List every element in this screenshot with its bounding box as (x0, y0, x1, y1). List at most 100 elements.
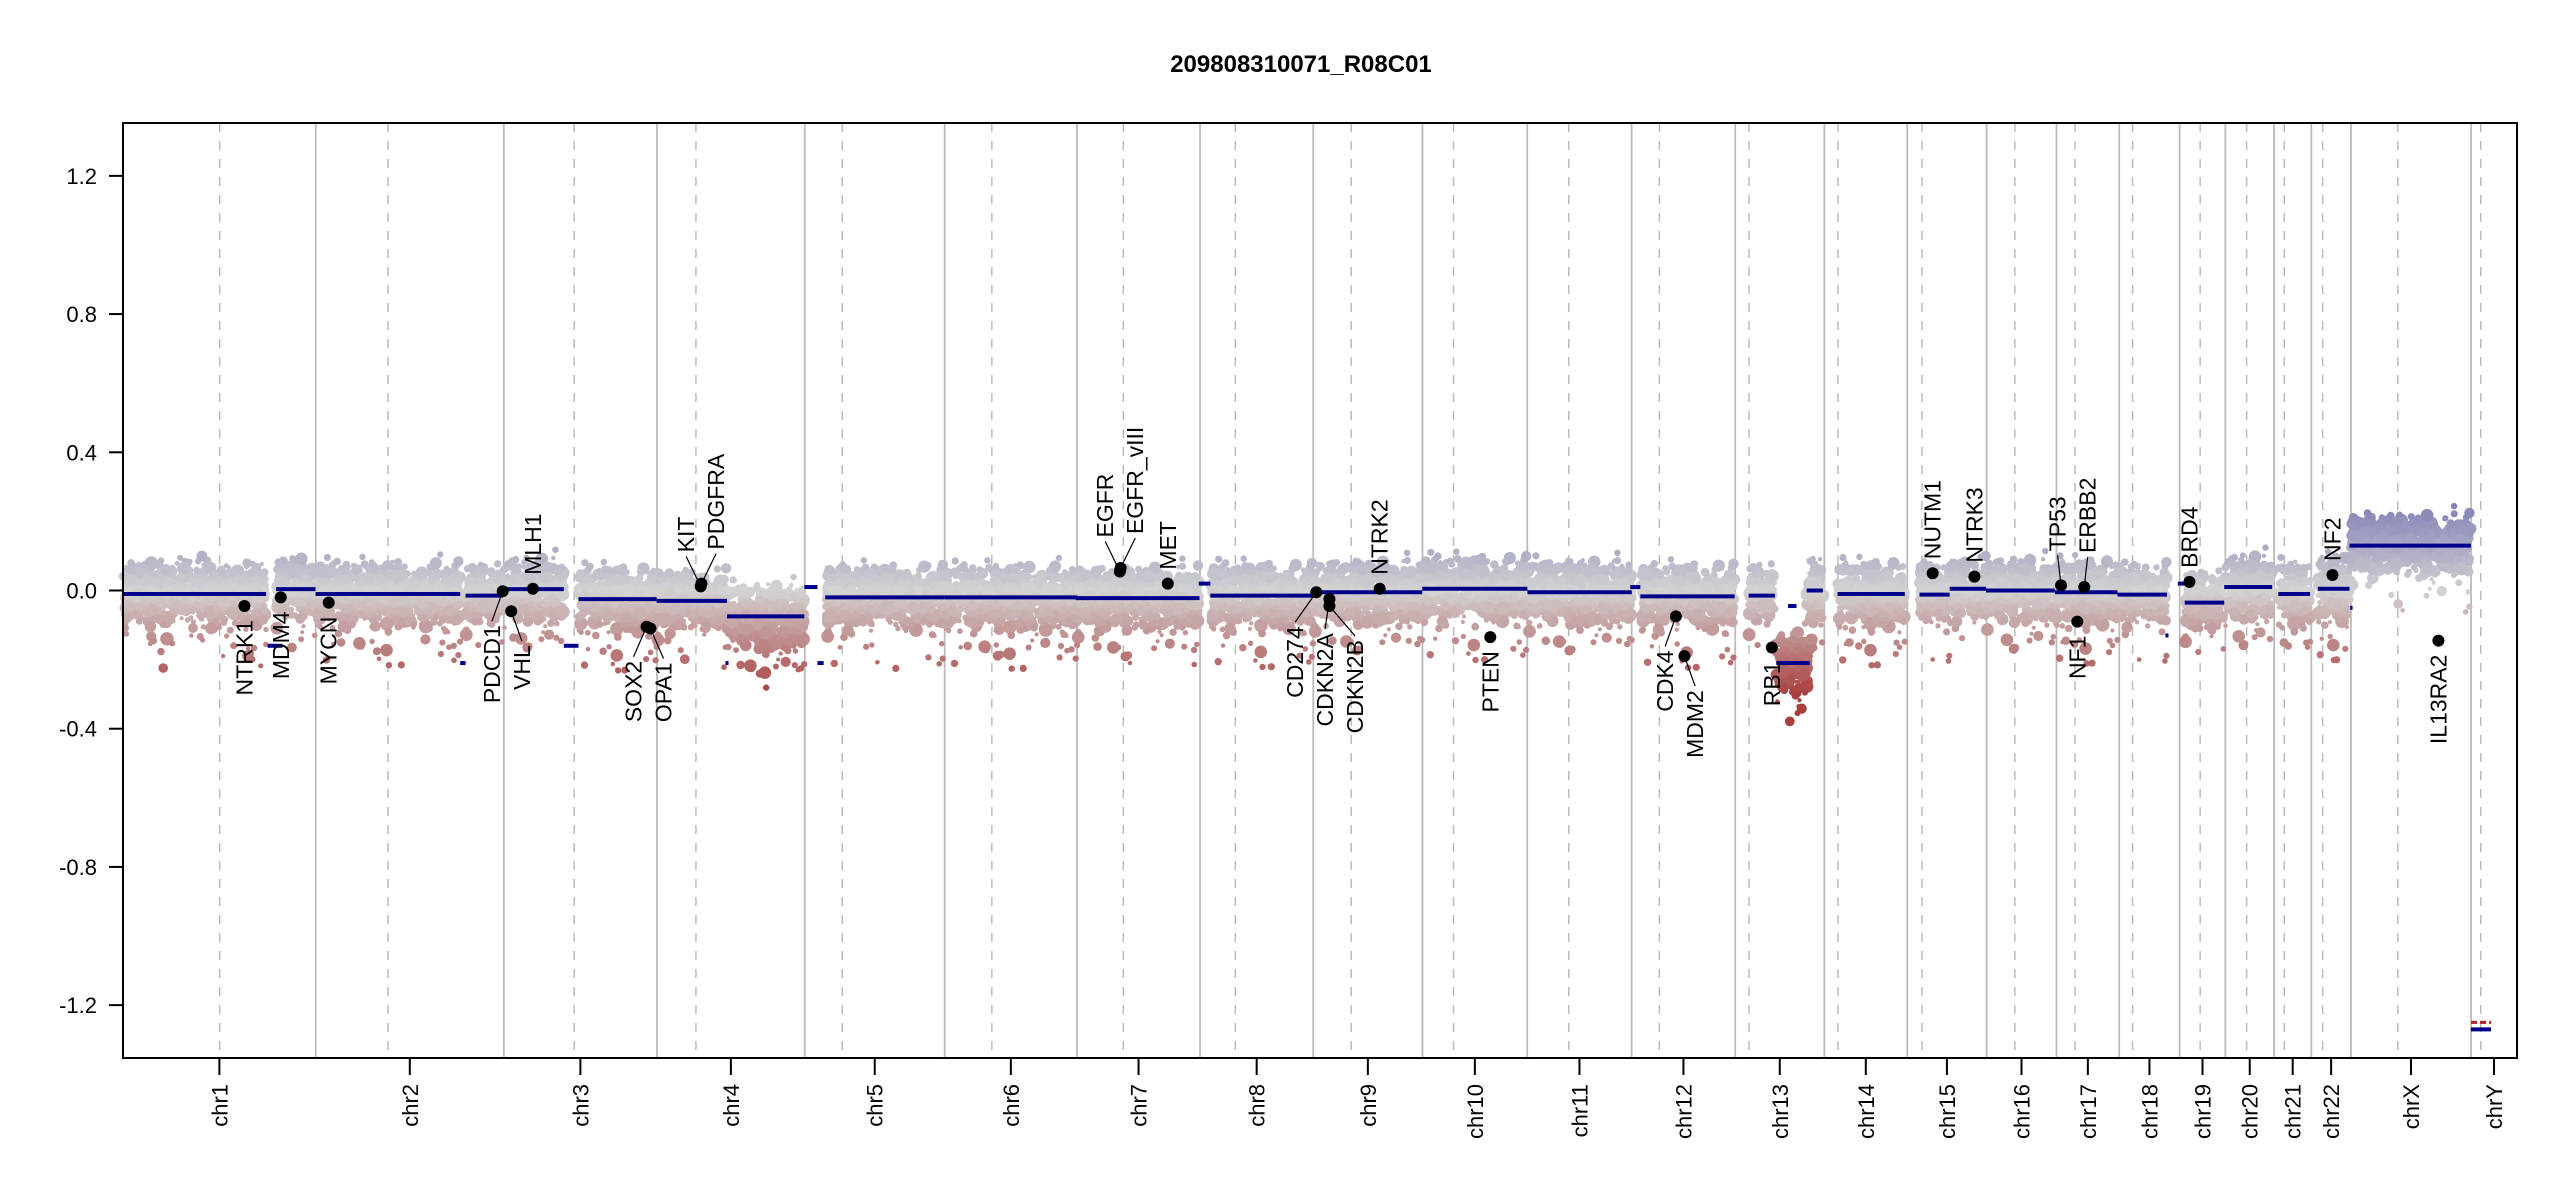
bin-point (431, 616, 438, 623)
bin-point (780, 637, 787, 643)
bin-point (380, 643, 393, 657)
bin-point (182, 583, 187, 588)
bin-point (880, 601, 895, 616)
bin-point (776, 657, 781, 662)
bin-point (519, 599, 525, 605)
bin-point (545, 594, 549, 598)
bin-point (320, 609, 326, 614)
bin-point (862, 599, 868, 605)
bin-point (420, 634, 431, 645)
bin-point (413, 602, 418, 607)
bin-point (860, 557, 867, 564)
bin-point (220, 618, 228, 627)
bin-point (906, 602, 919, 615)
bin-point (938, 640, 945, 647)
bin-point (579, 592, 584, 597)
bin-point (301, 624, 306, 629)
bin-point (524, 611, 531, 618)
bin-point (687, 593, 694, 600)
bin-point (684, 585, 692, 594)
bin-point (293, 568, 303, 577)
bin-point (428, 585, 436, 593)
bin-point (208, 596, 214, 601)
bin-point (446, 644, 452, 650)
bin-point (337, 596, 345, 603)
bin-point (426, 602, 432, 609)
bin-point (295, 552, 308, 566)
bin-point (401, 622, 407, 628)
bin-point (382, 571, 388, 577)
bin-point (307, 609, 315, 617)
bin-point (157, 557, 165, 564)
bin-point (615, 587, 624, 596)
bin-point (369, 625, 374, 630)
bin-point (736, 660, 745, 670)
bin-point (342, 568, 349, 575)
bin-point (605, 610, 614, 619)
bin-point (606, 644, 612, 650)
bin-point (599, 585, 606, 591)
bin-point (437, 551, 444, 558)
bin-point (160, 563, 171, 574)
bin-point (469, 611, 477, 620)
bin-point (281, 612, 290, 621)
bin-point (843, 571, 848, 576)
bin-point (713, 565, 721, 573)
bin-point (243, 626, 249, 633)
bin-point (370, 619, 376, 624)
bin-point (198, 616, 204, 622)
bin-point (144, 620, 157, 633)
bin-point (280, 575, 287, 582)
bin-point (162, 580, 170, 589)
bin-point (357, 642, 365, 650)
bin-point (576, 587, 582, 593)
bin-point (125, 575, 134, 584)
bin-point (317, 604, 322, 609)
bin-point (508, 563, 515, 570)
bin-point (411, 625, 416, 630)
bin-point (677, 647, 684, 654)
bin-point (599, 647, 607, 655)
bin-point (791, 662, 798, 669)
bin-point (167, 597, 175, 606)
bin-point (153, 571, 159, 577)
bin-point (725, 643, 732, 651)
bin-point (122, 564, 130, 572)
bin-point (218, 568, 227, 576)
bin-point (455, 652, 462, 659)
bin-point (915, 566, 923, 574)
bin-point (180, 598, 187, 605)
bin-point (230, 642, 238, 650)
bin-point (323, 553, 331, 562)
bin-point (661, 576, 668, 583)
bin-point (794, 623, 801, 630)
bin-point (169, 607, 176, 614)
bin-point (584, 629, 591, 636)
bin-point (152, 614, 162, 624)
bin-point (767, 637, 776, 646)
bin-point (481, 583, 486, 587)
bin-point (716, 577, 724, 585)
bin-point (853, 620, 859, 627)
bin-point (151, 608, 159, 616)
bin-point (646, 605, 652, 611)
bin-point (302, 590, 308, 596)
bin-point (766, 582, 771, 587)
bin-point (205, 576, 211, 582)
bin-point (397, 661, 405, 669)
bin-point (242, 558, 250, 566)
bin-point (701, 620, 711, 631)
bin-point (385, 662, 393, 669)
bin-point (652, 657, 659, 664)
bin-point (472, 598, 480, 605)
bin-point (170, 584, 176, 590)
bin-point (790, 633, 799, 641)
bin-point (442, 627, 450, 635)
bin-point (149, 636, 157, 645)
bin-point (369, 638, 375, 645)
bin-point (893, 601, 899, 607)
bin-point (242, 650, 254, 662)
bin-point (895, 626, 901, 632)
bin-point (794, 588, 800, 594)
bin-point (899, 609, 906, 615)
